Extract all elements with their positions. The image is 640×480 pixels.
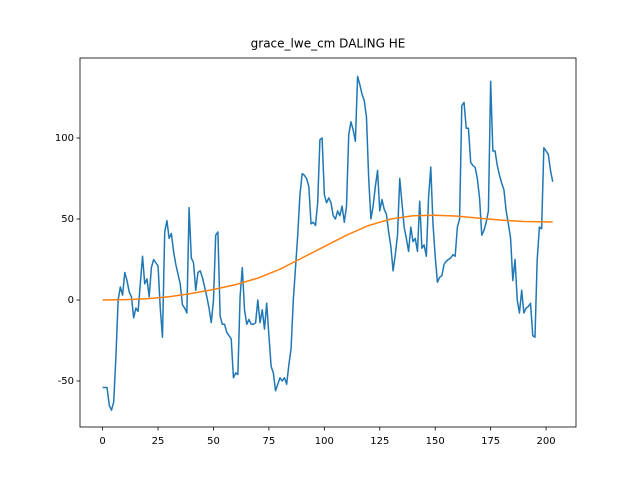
x-tick-label: 0 xyxy=(99,436,105,447)
x-tick-label: 125 xyxy=(370,436,389,447)
x-tick-label: 200 xyxy=(537,436,556,447)
x-tick-label: 75 xyxy=(263,436,276,447)
y-tick-label: 0 xyxy=(68,295,74,306)
data-line xyxy=(102,75,554,411)
x-tick-label: 150 xyxy=(426,436,445,447)
data-line xyxy=(102,214,553,301)
axes-frame xyxy=(79,57,577,428)
x-tick-label: 25 xyxy=(152,436,165,447)
y-tick-label: 50 xyxy=(61,214,74,225)
plot-area xyxy=(102,75,554,411)
chart-title: grace_lwe_cm DALING HE xyxy=(251,37,406,51)
y-tick-label: 100 xyxy=(55,133,74,144)
x-tick-label: 175 xyxy=(481,436,500,447)
x-tick-label: 50 xyxy=(207,436,220,447)
x-tick-label: 100 xyxy=(315,436,334,447)
y-tick-label: -50 xyxy=(58,376,74,387)
